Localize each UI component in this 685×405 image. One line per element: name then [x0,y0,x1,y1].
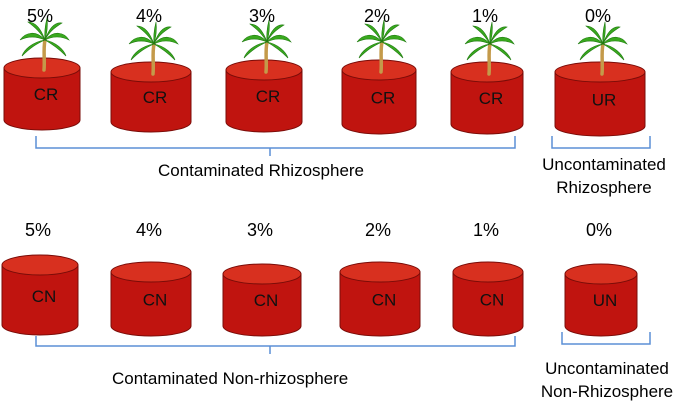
percent-label: 1% [473,220,499,240]
rhizosphere-row: 5%CR4%CR3%CR2%CR1%CR0%UR [3,6,646,137]
uncontaminated-rhizosphere-label-line2: Rhizosphere [556,178,651,197]
pot-label: CR [256,87,281,106]
uncontaminated-non-rhizosphere-bracket [561,332,651,345]
percent-label: 4% [136,6,162,26]
palm-tree-icon [577,21,628,76]
percent-label: 2% [364,6,390,26]
palm-tree-icon [241,19,292,74]
pot-label: CN [372,290,397,309]
pot-label: CR [479,89,504,108]
percent-label: 3% [249,6,275,26]
pot-non-rhizosphere-0: CN [1,254,79,336]
percent-label: 5% [25,220,51,240]
contaminated-non-rhizosphere-bracket [35,336,516,354]
uncontaminated-non-rhizosphere-label-line2: Non-Rhizosphere [541,382,673,401]
percent-label: 1% [472,6,498,26]
non-rhizosphere-row: 5% CN 4% CN 3% CN 2% CN 1% CN 0% UN [1,220,638,337]
percent-label: 3% [247,220,273,240]
palm-tree-icon [464,21,515,76]
percent-label: 4% [136,220,162,240]
contaminated-rhizosphere-bracket [35,136,516,156]
pot-label: CN [254,291,279,310]
pot-label: UN [593,291,618,310]
pot-rhizosphere-0: CR [3,17,81,131]
contaminated-non-rhizosphere-label: Contaminated Non-rhizosphere [112,369,348,388]
percent-label: 0% [585,6,611,26]
pot-label: CN [32,287,57,306]
pot-rhizosphere-4: CR [450,21,524,135]
pot-label: CN [480,290,505,309]
pot-rhizosphere-5: UR [554,21,646,137]
pot-rhizosphere-3: CR [341,19,417,135]
percent-label: 2% [365,220,391,240]
pot-label: CN [143,290,168,309]
pot-non-rhizosphere-1: CN [110,261,192,337]
pot-label: CR [371,88,396,107]
pot-non-rhizosphere-2: CN [222,263,302,337]
pot-non-rhizosphere-4: CN [452,261,524,337]
pot-non-rhizosphere-5: UN [564,263,638,337]
pot-rhizosphere-2: CR [225,19,303,133]
percent-label: 0% [586,220,612,240]
uncontaminated-rhizosphere-bracket [551,136,651,149]
pot-label: CR [143,88,168,107]
palm-tree-icon [356,19,407,74]
pot-label: CR [34,85,59,104]
palm-tree-icon [128,21,179,76]
palm-tree-icon [19,17,70,72]
pot-rhizosphere-1: CR [110,21,192,133]
contaminated-rhizosphere-label: Contaminated Rhizosphere [158,161,364,180]
uncontaminated-non-rhizosphere-label-line1: Uncontaminated [545,359,669,378]
pot-non-rhizosphere-3: CN [339,261,421,337]
uncontaminated-rhizosphere-label-line1: Uncontaminated [542,155,666,174]
pot-label: UR [592,90,617,109]
